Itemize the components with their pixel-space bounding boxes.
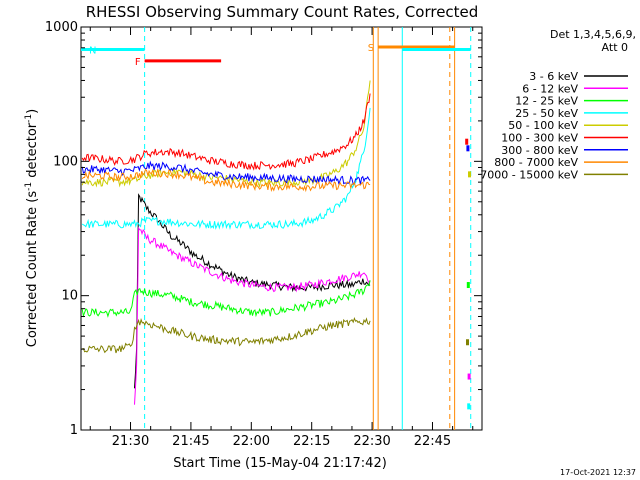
legend-label-1: 6 - 12 keV: [522, 82, 578, 95]
x-tick-label-3: 22:15: [293, 434, 330, 449]
legend-label-2: 12 - 25 keV: [515, 95, 578, 108]
x-tick-label-2: 22:00: [233, 434, 270, 449]
y-axis-label-main: Corrected Count Rate (s: [25, 191, 40, 348]
flag-label-N: N: [89, 45, 96, 56]
y-tick-label-0: 1: [70, 423, 78, 438]
plot-frame: [80, 26, 483, 431]
series-line-0: [134, 193, 371, 389]
series-line-1: [134, 226, 371, 405]
legend-label-4: 50 - 100 keV: [508, 119, 578, 132]
y-axis-label-mid: detector: [25, 122, 40, 182]
y-tick-label-1: 10: [61, 289, 78, 304]
flag-label-S: S: [368, 43, 374, 54]
series-line-3: [81, 107, 371, 231]
legend-header-detectors: Det 1,3,4,5,6,9,: [550, 28, 636, 41]
x-axis-label: Start Time (15-May-04 21:17:42): [173, 456, 387, 471]
footer-date: 17-Oct-2021 12:37: [560, 468, 636, 477]
y-axis-label: Corrected Count Rate (s-1 detector-1): [24, 109, 40, 347]
legend-label-3: 25 - 50 keV: [515, 107, 578, 120]
post-gap-point-4: [467, 403, 471, 410]
y-axis-label-sup-2: -1: [24, 114, 34, 123]
series-line-5: [81, 93, 371, 171]
x-tick-label-4: 22:30: [353, 434, 390, 449]
chart-title: RHESSI Observing Summary Count Rates, Co…: [86, 3, 479, 21]
legend-label-0: 3 - 6 keV: [529, 70, 578, 83]
post-gap-point-5: [467, 373, 471, 380]
y-tick-label-2: 100: [53, 154, 78, 169]
series-line-7: [81, 168, 371, 193]
flag-label-F: F: [135, 57, 141, 68]
y-axis-label-sup-1: -1: [24, 182, 34, 191]
series-line-8: [82, 316, 371, 354]
post-gap-point-3: [466, 282, 470, 289]
post-gap-point-6: [466, 339, 470, 346]
x-tick-label-5: 22:45: [414, 434, 451, 449]
y-tick-label-3: 1000: [45, 20, 78, 35]
x-tick-label-1: 21:45: [172, 434, 209, 449]
y-axis-label-end: ): [25, 109, 40, 114]
legend-label-8: 7000 - 15000 keV: [480, 168, 578, 181]
post-gap-point-2: [468, 171, 472, 178]
legend-header-attenuator: Att 0: [602, 41, 628, 54]
series-line-2: [81, 280, 371, 318]
series-line-4: [81, 80, 371, 188]
post-gap-point-0: [465, 138, 469, 145]
post-gap-point-1: [466, 145, 470, 152]
legend-label-5: 100 - 300 keV: [501, 132, 578, 145]
series-line-6: [81, 160, 371, 186]
legend-label-7: 800 - 7000 keV: [494, 156, 578, 169]
x-tick-label-0: 21:30: [112, 434, 149, 449]
legend-label-6: 300 - 800 keV: [501, 144, 578, 157]
